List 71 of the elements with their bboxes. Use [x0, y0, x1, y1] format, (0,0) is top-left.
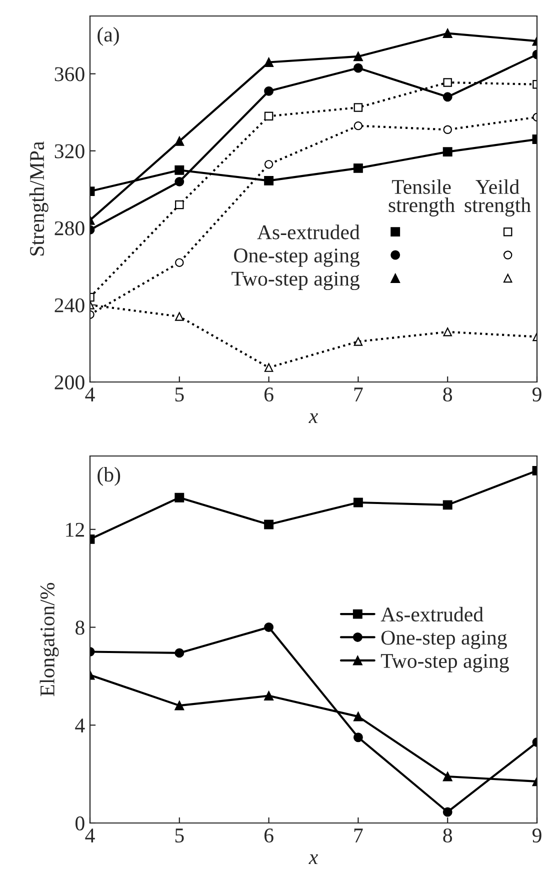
- point: [175, 312, 184, 321]
- point: [353, 732, 363, 742]
- point: [174, 165, 184, 175]
- point: [442, 147, 452, 157]
- x-tick-label: 4: [85, 828, 95, 842]
- point: [175, 258, 184, 267]
- y-axis-title: Strength/MPa: [29, 141, 48, 256]
- legend-label: One-step aging: [234, 248, 360, 267]
- chart-title: (b): [98, 467, 120, 486]
- x-tick-label: 9: [532, 388, 542, 402]
- x-axis-title: x: [308, 854, 318, 864]
- point: [353, 63, 363, 73]
- y-tick-label: 8: [76, 620, 84, 635]
- point: [264, 176, 274, 186]
- annotation: Yeild strength: [464, 179, 531, 216]
- y-tick-label: 4: [75, 718, 85, 732]
- x-axis-title: x: [308, 413, 318, 423]
- point: [174, 700, 184, 710]
- x-tick-label: 6: [264, 388, 274, 402]
- x-tick-label: 9: [532, 828, 542, 843]
- point: [264, 520, 274, 530]
- point: [264, 86, 274, 96]
- point: [443, 125, 452, 134]
- point: [264, 363, 274, 372]
- point: [442, 92, 452, 102]
- point: [175, 200, 184, 210]
- legend-label: One-step aging: [381, 630, 507, 650]
- legend-label: As-extruded: [257, 224, 360, 240]
- y-tick-label: 320: [54, 144, 84, 158]
- x-tick-label: 8: [443, 387, 452, 402]
- legend-label: Two-step aging: [380, 654, 509, 672]
- point: [354, 121, 363, 130]
- point: [354, 337, 363, 346]
- y-tick-label: 280: [54, 221, 84, 236]
- point: [174, 176, 184, 186]
- point: [264, 622, 274, 632]
- point: [174, 136, 184, 146]
- point: [443, 78, 452, 87]
- point: [354, 103, 363, 112]
- point: [264, 691, 274, 700]
- y-tick-label: 360: [54, 67, 84, 82]
- x-tick-label: 5: [175, 828, 184, 843]
- legend-label: As-extruded: [380, 606, 484, 622]
- annotation: Tensile strength: [388, 179, 455, 216]
- y-tick-label: 12: [66, 522, 84, 537]
- point: [174, 492, 184, 502]
- point: [353, 52, 363, 62]
- point: [442, 500, 452, 510]
- chart-title: (a): [98, 26, 119, 46]
- x-tick-label: 7: [354, 388, 363, 402]
- point: [264, 160, 274, 169]
- x-tick-label: 5: [175, 388, 184, 402]
- point: [442, 807, 452, 817]
- y-tick-label: 200: [54, 375, 84, 390]
- y-tick-label: 240: [54, 298, 84, 312]
- point: [264, 58, 274, 67]
- point: [442, 772, 452, 782]
- point: [353, 163, 363, 173]
- x-tick-label: 4: [85, 388, 95, 402]
- x-tick-label: 8: [443, 828, 452, 843]
- y-axis-title: Elongation/%: [40, 582, 59, 696]
- x-tick-label: 6: [264, 828, 274, 843]
- legend-label: Two-step aging: [232, 272, 360, 290]
- y-tick-label: 0: [76, 816, 84, 830]
- point: [174, 648, 184, 658]
- point: [442, 28, 452, 38]
- point: [353, 498, 363, 508]
- point: [353, 712, 363, 722]
- point: [264, 112, 274, 121]
- point: [443, 328, 452, 336]
- x-tick-label: 7: [354, 828, 363, 842]
